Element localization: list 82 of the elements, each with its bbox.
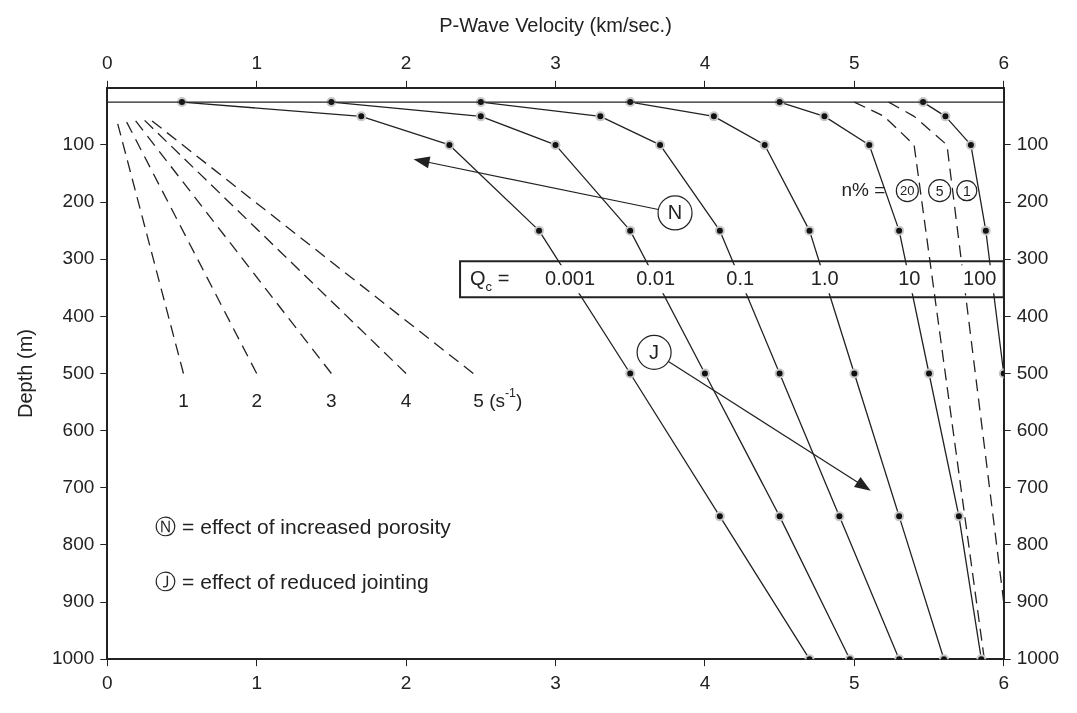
legend-label: 1	[962, 182, 971, 199]
point	[550, 139, 561, 150]
point	[953, 511, 964, 522]
series-label: 3	[326, 389, 337, 411]
point	[819, 111, 830, 122]
annotation: J	[649, 340, 660, 363]
y2-tick-label: 500	[1016, 361, 1049, 383]
y2-tick-label: 600	[1016, 418, 1049, 440]
x2-tick-label: 2	[400, 51, 412, 73]
point	[714, 225, 725, 236]
y-tick-label: 100	[62, 133, 95, 155]
point	[834, 511, 845, 522]
point	[940, 111, 951, 122]
y-tick-label: 400	[62, 304, 95, 326]
point	[356, 111, 367, 122]
x2-tick-label: 4	[699, 51, 711, 73]
series-label: 10	[898, 266, 921, 289]
point	[894, 511, 905, 522]
series-label: 100	[963, 266, 997, 289]
x2-tick-label: 3	[550, 51, 561, 73]
point	[864, 139, 875, 150]
point	[804, 225, 815, 236]
y-tick-label: 300	[62, 247, 95, 269]
series-label: 20	[900, 183, 915, 199]
y2-tick-label: 700	[1016, 476, 1049, 498]
annotation: N	[667, 201, 683, 224]
y2-tick-label: 300	[1016, 247, 1049, 269]
series-label: 0.01	[636, 266, 676, 289]
y-tick-label: 900	[62, 590, 95, 612]
y-axis-title: Depth (m)	[13, 329, 36, 418]
x2-tick-label: 0	[101, 51, 113, 73]
point	[774, 368, 785, 379]
x2-axis-title: P-Wave Velocity (km/sec.)	[439, 13, 672, 36]
x2-tick-label: 1	[251, 51, 262, 73]
point	[595, 111, 606, 122]
point	[759, 139, 770, 150]
annotation: n% =	[841, 178, 886, 200]
y-tick-label: 500	[62, 361, 95, 383]
point	[444, 139, 455, 150]
point	[708, 111, 719, 122]
point	[475, 111, 486, 122]
x-tick-label: 2	[400, 671, 412, 693]
series-label: 2	[251, 389, 262, 411]
y-tick-label: 1000	[51, 647, 95, 669]
point	[534, 225, 545, 236]
y2-tick-label: 400	[1016, 304, 1049, 326]
point	[714, 511, 725, 522]
y2-tick-label: 800	[1016, 533, 1049, 555]
point	[924, 368, 935, 379]
y-tick-label: 200	[62, 190, 95, 212]
x2-tick-label: 5	[849, 51, 860, 73]
x-tick-label: 1	[251, 671, 262, 693]
y2-tick-label: 1000	[1016, 647, 1060, 669]
legend-label: 5	[935, 182, 944, 199]
annotation: Ⓙ = effect of reduced jointing	[155, 569, 429, 593]
point	[655, 139, 666, 150]
x-tick-label: 3	[550, 671, 561, 693]
x-tick-label: 6	[998, 671, 1010, 693]
series-label: 1.0	[810, 266, 839, 289]
y2-tick-label: 100	[1016, 133, 1049, 155]
y2-tick-label: 200	[1016, 190, 1049, 212]
x2-tick-label: 6	[998, 51, 1010, 73]
annotation: Ⓝ = effect of increased porosity	[155, 514, 452, 538]
y2-tick-label: 900	[1016, 590, 1049, 612]
y-tick-label: 600	[62, 418, 95, 440]
point	[849, 368, 860, 379]
series-label: 4	[400, 389, 412, 411]
series-label: 0.1	[726, 266, 755, 289]
y-tick-label: 700	[62, 476, 95, 498]
x-tick-label: 4	[699, 671, 711, 693]
x-tick-label: 0	[101, 671, 113, 693]
annotation: 1	[178, 389, 189, 411]
point	[625, 368, 636, 379]
series-label: 0.001	[545, 266, 596, 289]
y-tick-label: 800	[62, 533, 95, 555]
x-tick-label: 5	[849, 671, 860, 693]
point	[965, 139, 976, 150]
point	[625, 225, 636, 236]
point	[774, 511, 785, 522]
point	[980, 225, 991, 236]
point	[894, 225, 905, 236]
point	[699, 368, 710, 379]
